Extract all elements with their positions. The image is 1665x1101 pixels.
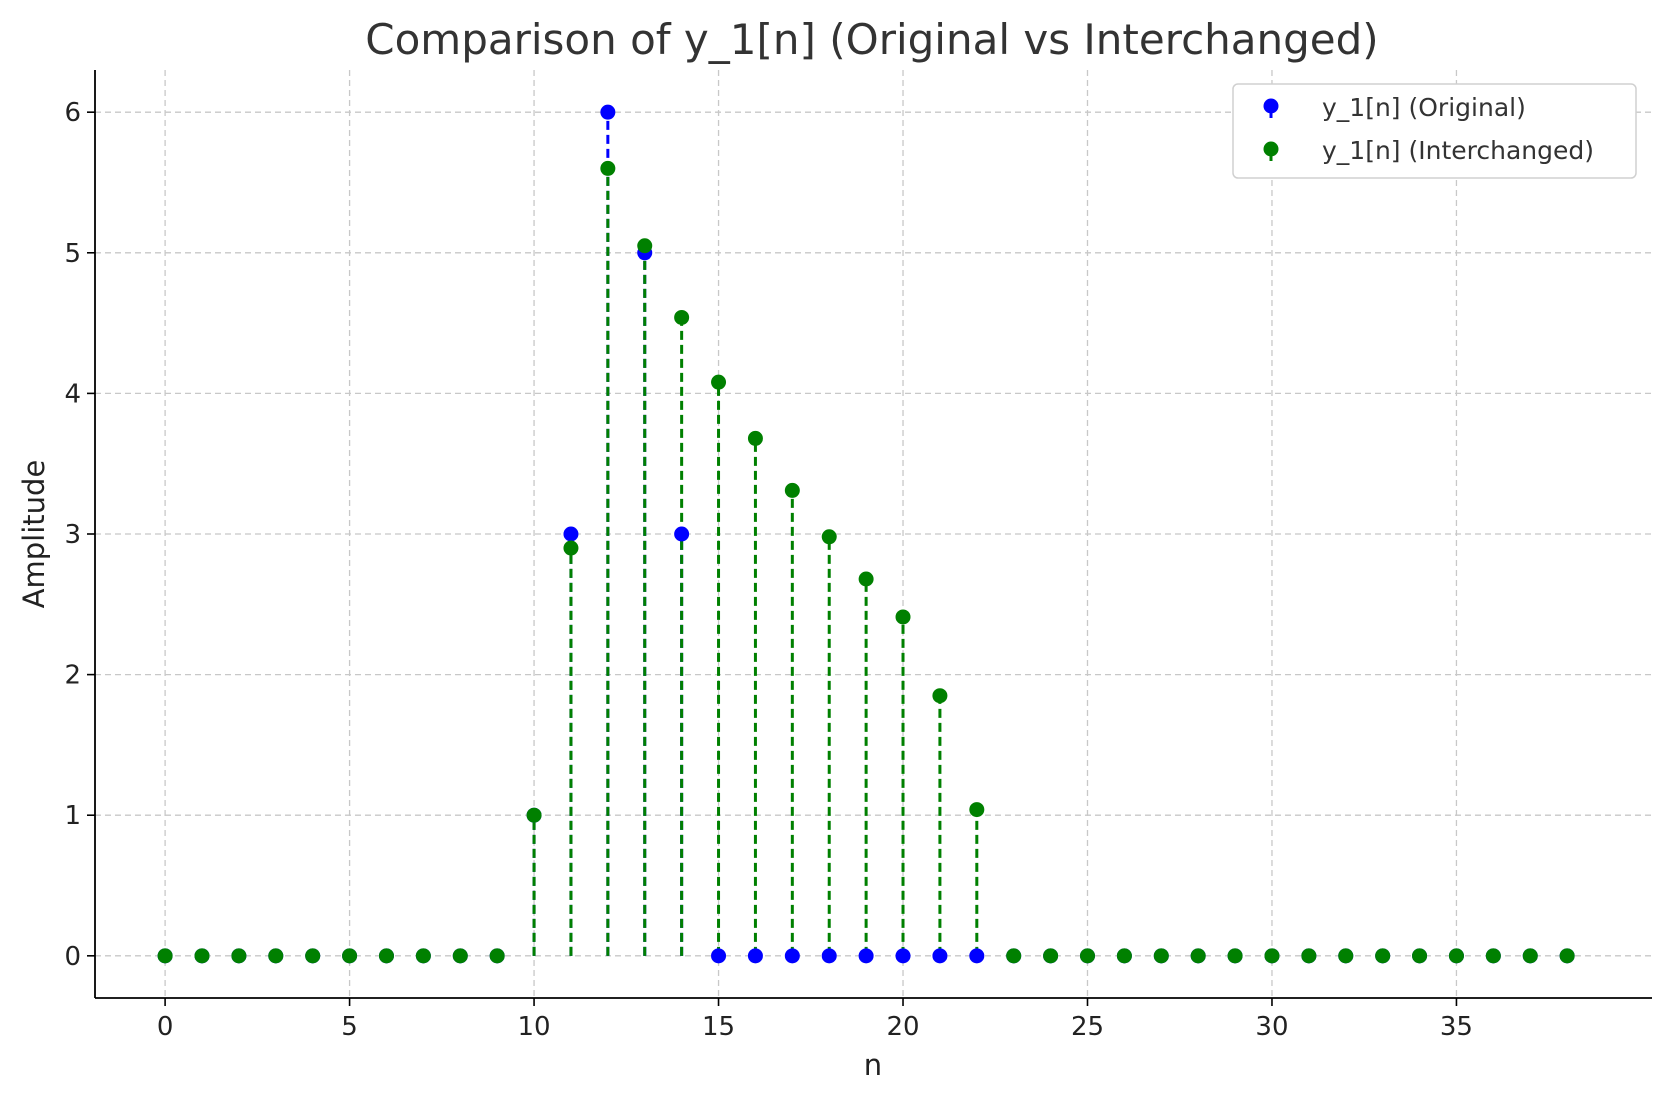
stem-marker-interchanged — [1338, 948, 1354, 964]
x-axis-label: n — [864, 1048, 882, 1082]
stem-marker-interchanged — [932, 688, 948, 704]
chart-title: Comparison of y_1[n] (Original vs Interc… — [365, 15, 1378, 64]
stem-marker-original — [600, 104, 616, 120]
stem-marker-interchanged — [1485, 948, 1501, 964]
y-tick-label: 1 — [64, 801, 81, 831]
stem-marker-interchanged — [1043, 948, 1059, 964]
gridlines — [95, 70, 1652, 998]
stem-lines — [532, 112, 979, 956]
legend-label-interchanged: y_1[n] (Interchanged) — [1322, 136, 1594, 165]
stem-marker-original — [784, 948, 800, 964]
stem-marker-interchanged — [600, 160, 616, 176]
stem-marker-interchanged — [747, 430, 763, 446]
y-tick-label: 3 — [64, 520, 81, 550]
x-tick-label: 15 — [702, 1012, 735, 1042]
stem-marker-interchanged — [1522, 948, 1538, 964]
stem-marker-interchanged — [895, 609, 911, 625]
stem-marker-original — [674, 526, 690, 542]
stem-marker-interchanged — [858, 571, 874, 587]
x-tick-label: 25 — [1071, 1012, 1104, 1042]
stem-marker-interchanged — [1227, 948, 1243, 964]
stem-marker-interchanged — [1264, 948, 1280, 964]
stem-marker-interchanged — [1079, 948, 1095, 964]
stem-marker-interchanged — [378, 948, 394, 964]
y-tick-label: 0 — [64, 942, 81, 972]
x-tick-label: 10 — [518, 1012, 551, 1042]
x-tick-label: 35 — [1440, 1012, 1473, 1042]
stem-marker-interchanged — [1006, 948, 1022, 964]
stem-marker-interchanged — [1375, 948, 1391, 964]
x-axis-ticks: 0 5 10 15 20 25 30 35 — [157, 998, 1473, 1042]
stem-marker-interchanged — [969, 802, 985, 818]
stem-marker-interchanged — [784, 482, 800, 498]
y-tick-label: 2 — [64, 661, 81, 691]
x-tick-label: 20 — [886, 1012, 919, 1042]
stem-marker-interchanged — [268, 948, 284, 964]
stem-marker-interchanged — [489, 948, 505, 964]
stem-marker-interchanged — [231, 948, 247, 964]
stem-marker-original — [711, 948, 727, 964]
stem-marker-interchanged — [711, 374, 727, 390]
stem-marker-interchanged — [1301, 948, 1317, 964]
stem-marker-interchanged — [821, 529, 837, 545]
x-tick-label: 5 — [341, 1012, 358, 1042]
legend: y_1[n] (Original) y_1[n] (Interchanged) — [1232, 83, 1637, 179]
stem-marker-original — [821, 948, 837, 964]
stem-marker-interchanged — [157, 948, 173, 964]
stem-marker-interchanged — [563, 540, 579, 556]
legend-marker-interchanged — [1263, 141, 1279, 157]
y-axis-ticks: 0 1 2 3 4 5 6 — [64, 98, 95, 972]
stem-marker-original — [969, 948, 985, 964]
stem-marker-original — [563, 526, 579, 542]
stem-markers — [157, 104, 1575, 964]
stem-marker-interchanged — [415, 948, 431, 964]
legend-box — [1232, 83, 1637, 179]
x-tick-label: 30 — [1255, 1012, 1288, 1042]
legend-marker-original — [1263, 98, 1279, 114]
legend-label-original: y_1[n] (Original) — [1322, 93, 1526, 122]
x-tick-label: 0 — [157, 1012, 174, 1042]
y-axis-label: Amplitude — [17, 460, 51, 609]
stem-marker-original — [747, 948, 763, 964]
stem-marker-interchanged — [1412, 948, 1428, 964]
stem-marker-interchanged — [194, 948, 210, 964]
stem-marker-interchanged — [1116, 948, 1132, 964]
stem-marker-interchanged — [342, 948, 358, 964]
stem-marker-interchanged — [452, 948, 468, 964]
stem-marker-interchanged — [1448, 948, 1464, 964]
stem-marker-interchanged — [1190, 948, 1206, 964]
stem-marker-original — [895, 948, 911, 964]
stem-marker-interchanged — [1153, 948, 1169, 964]
stem-marker-original — [858, 948, 874, 964]
stem-marker-interchanged — [637, 238, 653, 254]
y-tick-label: 4 — [64, 379, 81, 409]
stem-marker-interchanged — [1559, 948, 1575, 964]
stem-marker-interchanged — [305, 948, 321, 964]
stem-marker-interchanged — [674, 309, 690, 325]
y-tick-label: 6 — [64, 98, 81, 128]
stem-marker-interchanged — [526, 807, 542, 823]
stem-marker-original — [932, 948, 948, 964]
y-tick-label: 5 — [64, 239, 81, 269]
